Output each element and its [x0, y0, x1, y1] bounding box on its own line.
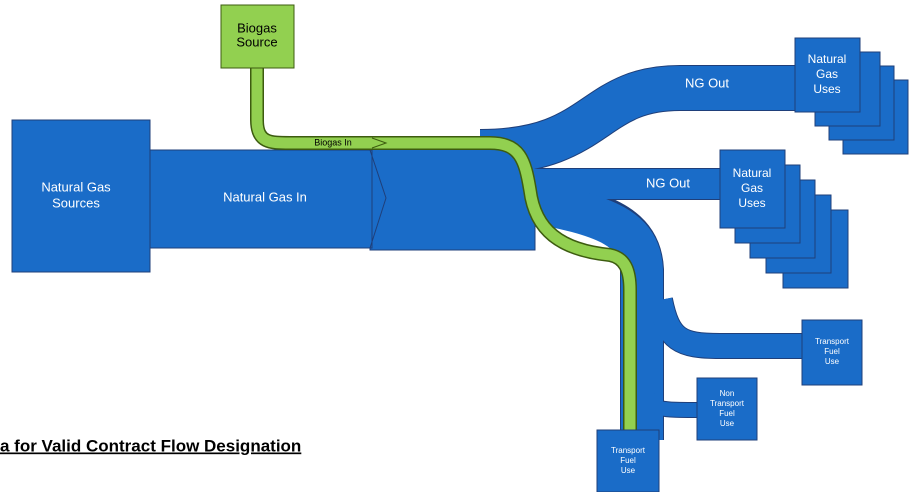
heading: a for Valid Contract Flow Designation	[0, 436, 301, 455]
node-label: Gas	[741, 181, 763, 195]
node-label: Fuel	[719, 409, 735, 418]
flows	[149, 65, 806, 443]
flow-label: Biogas In	[314, 137, 352, 147]
node-label: Source	[236, 34, 277, 49]
boxes	[11, 4, 909, 493]
flow-label: NG Out	[685, 75, 729, 90]
node-label: Use	[621, 466, 636, 475]
node-label: Gas	[816, 67, 838, 81]
node-label: Fuel	[824, 347, 840, 356]
node-label: Uses	[813, 82, 840, 96]
node-label: Sources	[52, 195, 100, 210]
node-label: Transport	[710, 399, 745, 408]
node-label: Transport	[815, 337, 850, 346]
node-label: Transport	[611, 446, 646, 455]
node-label: Natural	[808, 52, 847, 66]
node-label: Use	[720, 419, 735, 428]
flow-label: NG Out	[646, 175, 690, 190]
node-label: Use	[825, 357, 840, 366]
node-label: Non	[720, 389, 735, 398]
node-label: Fuel	[620, 456, 636, 465]
node-label: Natural Gas	[41, 179, 111, 194]
node-label: Uses	[738, 196, 765, 210]
node-label: Natural	[733, 166, 772, 180]
node-label: Biogas	[237, 20, 277, 35]
flow-label: Natural Gas In	[223, 189, 307, 204]
